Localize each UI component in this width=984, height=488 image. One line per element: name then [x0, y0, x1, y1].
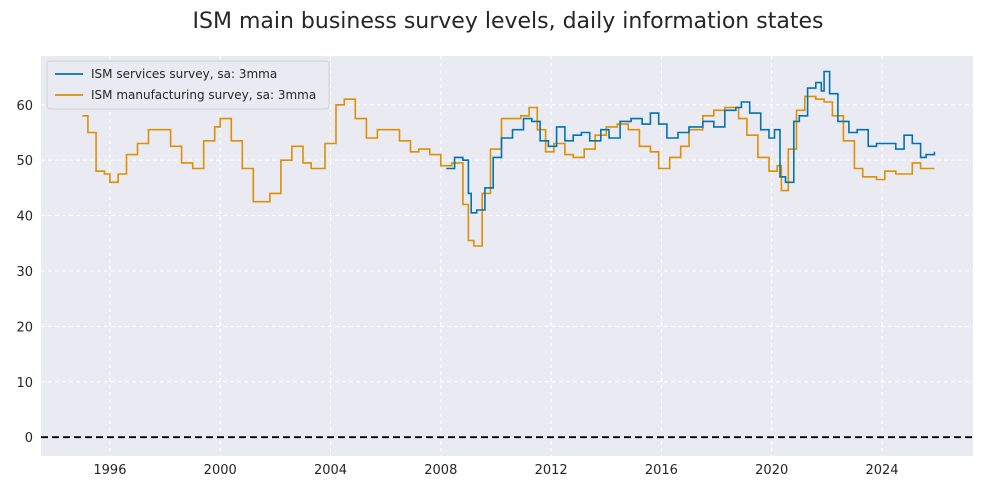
legend-label-manufacturing: ISM manufacturing survey, sa: 3mma: [91, 88, 316, 102]
axis-tick-labels: 0 10 20 30 40 50 60 1996 2000 2004 2008 2012 2016 202…: [16, 99, 898, 478]
y-tick-label-50: 50: [16, 154, 33, 169]
x-tick-label-2008: 2008: [424, 463, 457, 478]
series-line-manufacturing: [82, 95, 935, 247]
x-tick-label-1996: 1996: [93, 463, 126, 478]
legend-label-services: ISM services survey, sa: 3mma: [91, 67, 277, 81]
y-tick-label-20: 20: [16, 320, 33, 335]
x-tick-label-2000: 2000: [204, 463, 237, 478]
chart-legend: ISM services survey, sa: 3mma ISM manufa…: [46, 60, 330, 110]
x-tick-label-2020: 2020: [755, 463, 788, 478]
plot-background: [41, 56, 973, 456]
y-tick-label-0: 0: [25, 431, 33, 446]
x-tick-label-2004: 2004: [314, 463, 347, 478]
x-tick-label-2016: 2016: [645, 463, 678, 478]
y-tick-label-10: 10: [16, 376, 33, 391]
y-tick-label-30: 30: [16, 265, 33, 280]
series-line-services: [446, 70, 936, 214]
x-tick-label-2012: 2012: [535, 463, 568, 478]
x-tick-label-2024: 2024: [865, 463, 898, 478]
chart-title: ISM main business survey levels, daily i…: [193, 9, 824, 34]
y-tick-label-40: 40: [16, 210, 33, 225]
y-tick-label-60: 60: [16, 99, 33, 114]
legend-box: [46, 60, 330, 110]
series-lines: [82, 70, 936, 247]
